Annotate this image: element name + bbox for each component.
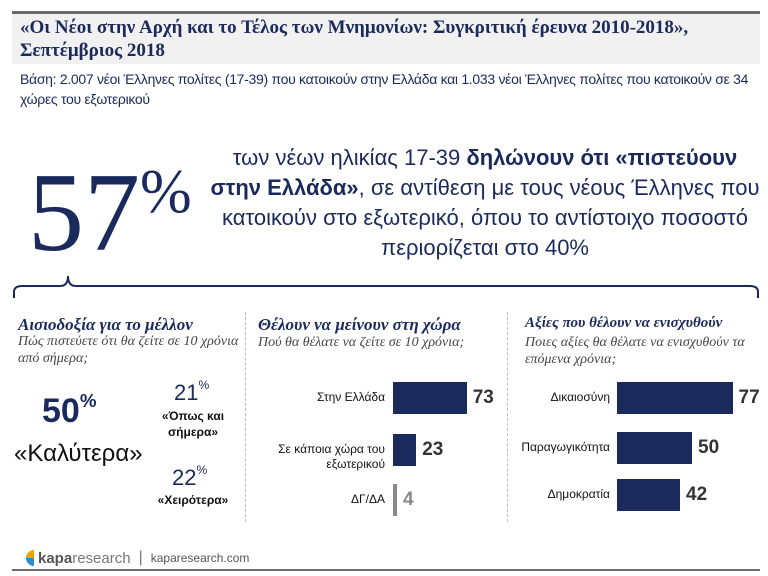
bar-value: 77: [738, 387, 760, 408]
logo-research: research: [72, 549, 131, 567]
headline-text: των νέων ηλικίας 17-39 δηλώνουν ότι «πισ…: [205, 143, 765, 263]
kapa-logo-icon: [26, 550, 34, 566]
bar-label: Στην Ελλάδα: [317, 390, 385, 404]
worse-number: 22: [172, 465, 197, 490]
headline-text-1: των νέων ηλικίας 17-39: [232, 145, 467, 170]
headline-percent-sign: %: [140, 158, 192, 226]
bar: [617, 479, 680, 511]
bar-value: 4: [403, 489, 414, 510]
bar-label: Σε κάποια χώρα του εξωτερικού: [278, 442, 385, 471]
brace-divider: [13, 275, 759, 298]
bar-value: 50: [698, 437, 720, 458]
better-number: 50: [42, 392, 80, 430]
same-number: 21: [174, 380, 199, 405]
footer-logo: kapa research | kaparesearch.com: [20, 549, 249, 567]
values-subtitle: Ποιες αξίες θα θέλατε να ενισχυθούν τα ε…: [525, 335, 745, 367]
bar-value: 73: [472, 387, 494, 408]
logo-kapa: kapa: [38, 549, 73, 567]
column-divider: [507, 312, 508, 522]
bar-label: Δημοκρατία: [547, 487, 610, 501]
optimism-subtitle: Πώς πιστεύετε ότι θα ζείτε σε 10 χρόνια …: [18, 334, 239, 366]
bar: [617, 432, 692, 464]
better-pct: %: [79, 390, 97, 411]
worse-label: «Χειρότερα»: [157, 493, 229, 507]
same-label: «Όπως και σήμερα»: [161, 409, 225, 439]
header-band: [12, 14, 760, 64]
values-title: Αξίες που θέλουν να ενισχυθούν: [525, 315, 723, 331]
bar-label: ΔΓ/ΔΑ: [351, 492, 385, 506]
same-pct: %: [198, 378, 210, 392]
page-title: «Οι Νέοι στην Αρχή και το Τέλος των Μνημ…: [20, 17, 689, 61]
worse-pct: %: [196, 463, 208, 477]
bar: [393, 434, 417, 466]
footer-separator: |: [138, 549, 143, 566]
headline-text-2: , σε αντίθεση με τους νέους Έλληνες που …: [222, 175, 760, 260]
bar-value: 23: [422, 439, 444, 460]
bar: [617, 382, 733, 414]
bar: [393, 382, 467, 414]
optimism-title: Αισιοδοξία για το μέλλον: [18, 315, 193, 334]
footer-site: kaparesearch.com: [150, 551, 250, 565]
sample-base: Βάση: 2.007 νέοι Έλληνες πολίτες (17-39)…: [20, 71, 749, 107]
bar-label: Δικαιοσύνη: [550, 390, 610, 404]
column-divider: [245, 312, 246, 522]
stay-title: Θέλουν να μείνουν στη χώρα: [258, 315, 461, 334]
stay-subtitle: Πού θα θέλατε να ζείτε σε 10 χρόνια;: [258, 335, 465, 350]
worse-value: 22%: [172, 463, 208, 491]
footer-rule: [12, 569, 760, 571]
bar-value: 42: [686, 484, 708, 505]
better-value: 50%: [42, 390, 97, 431]
top-rule: [12, 11, 760, 14]
bar: [393, 484, 398, 516]
same-value: 21%: [174, 378, 210, 406]
better-label: «Καλύτερα»: [14, 440, 143, 467]
headline-percent: 57%: [28, 132, 192, 273]
bar-label: Παραγωγικότητα: [521, 440, 610, 454]
headline-number: 57: [28, 151, 140, 275]
headline-text-bold: δηλώνουν ότι «πιστεύουν στην Ελλάδα»: [210, 145, 738, 200]
